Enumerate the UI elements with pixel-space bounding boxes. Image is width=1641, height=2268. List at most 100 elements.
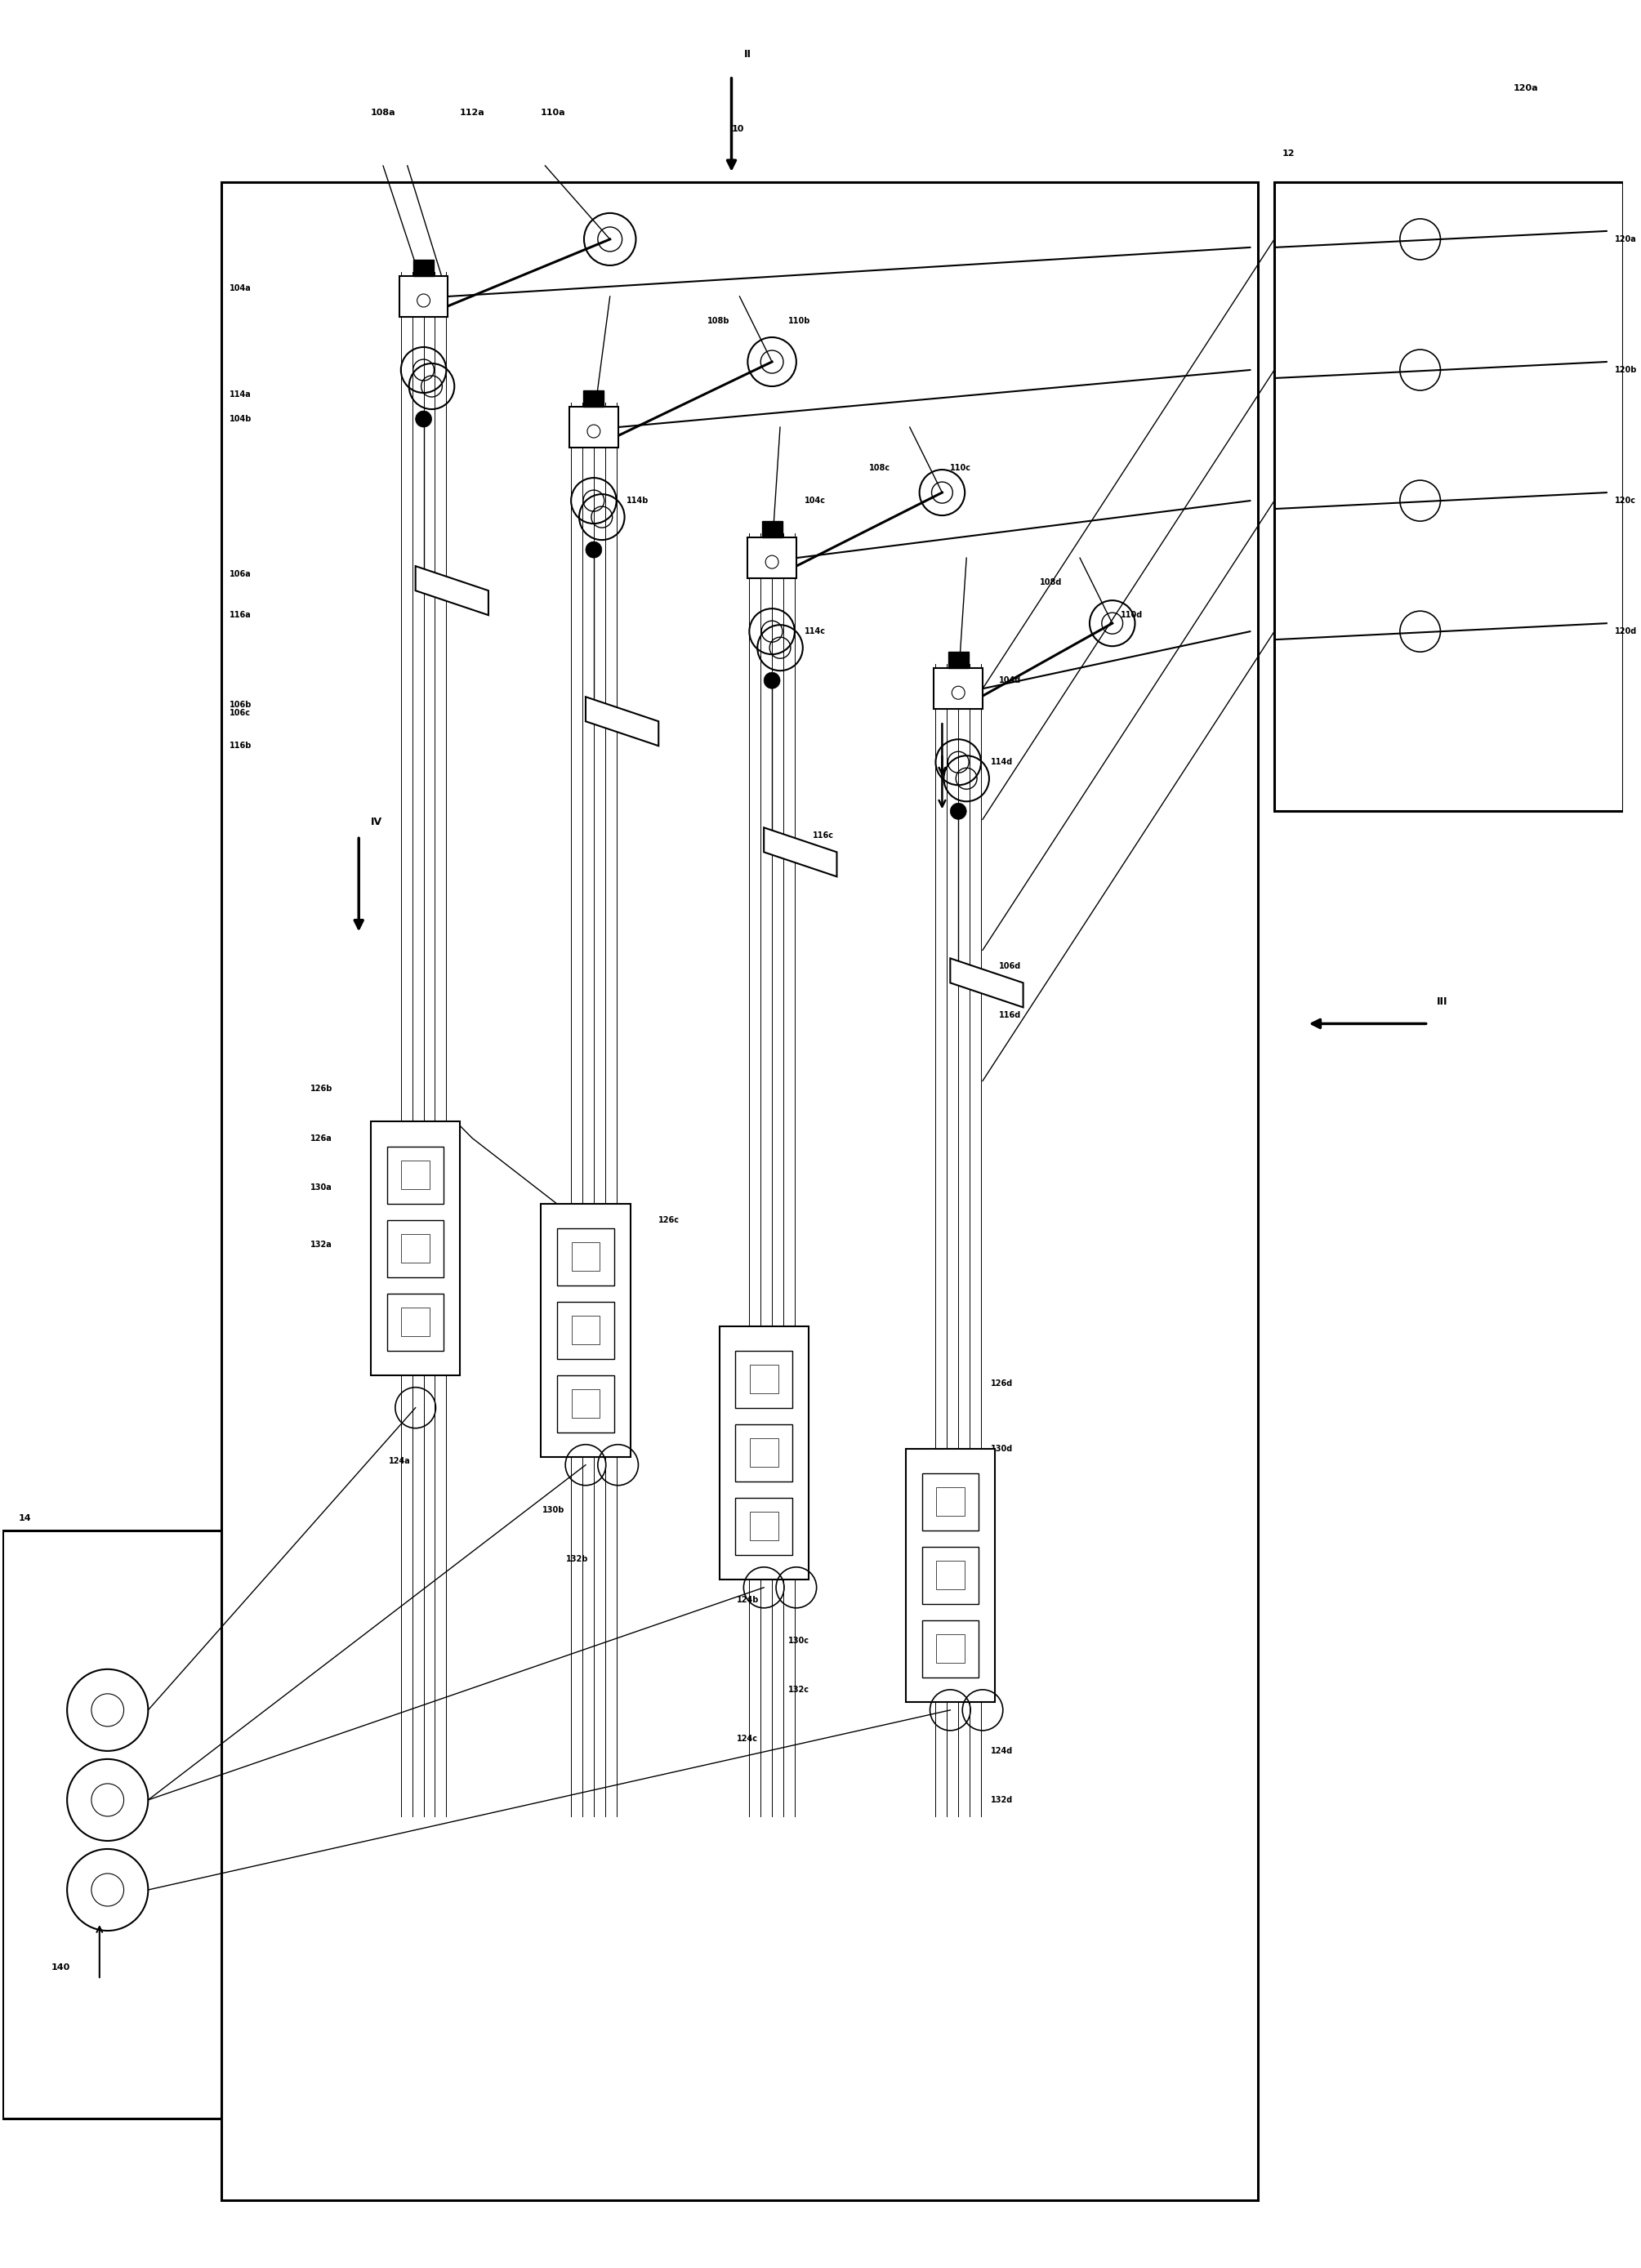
Text: 130c: 130c — [788, 1637, 809, 1644]
Text: 120b: 120b — [1615, 365, 1638, 374]
Text: 114c: 114c — [804, 628, 825, 635]
Polygon shape — [763, 828, 837, 878]
Bar — [922, 1619, 978, 1678]
Text: 120d: 120d — [1615, 628, 1636, 635]
Bar — [719, 1327, 809, 1579]
Text: II: II — [743, 50, 752, 59]
Text: 106d: 106d — [999, 962, 1021, 971]
Text: 116b: 116b — [230, 742, 251, 751]
Text: 110d: 110d — [1121, 610, 1142, 619]
Circle shape — [950, 803, 967, 819]
Text: 126d: 126d — [991, 1379, 1012, 1388]
Bar — [387, 1293, 443, 1349]
Text: 124a: 124a — [389, 1456, 410, 1465]
Bar — [399, 277, 448, 318]
Bar — [935, 1560, 965, 1590]
Circle shape — [763, 671, 779, 689]
Text: 108b: 108b — [707, 318, 730, 324]
Bar — [735, 1497, 793, 1556]
Polygon shape — [415, 567, 489, 615]
Bar — [2, 1531, 222, 2118]
Circle shape — [586, 542, 602, 558]
Bar — [922, 1474, 978, 1531]
Text: 124d: 124d — [991, 1746, 1012, 1755]
Text: 120a: 120a — [1615, 236, 1636, 243]
Text: 116d: 116d — [999, 1012, 1021, 1021]
Text: 124b: 124b — [737, 1597, 758, 1603]
Bar — [571, 1315, 601, 1345]
Bar — [402, 1309, 430, 1336]
Bar — [571, 1390, 601, 1418]
Bar — [558, 1374, 614, 1433]
Bar — [922, 1547, 978, 1603]
Bar — [387, 1220, 443, 1277]
Text: 108c: 108c — [870, 465, 891, 472]
Text: 130d: 130d — [991, 1445, 1012, 1454]
Text: IV: IV — [371, 816, 382, 828]
Bar — [584, 390, 604, 406]
Circle shape — [415, 411, 432, 426]
Text: III: III — [1436, 996, 1447, 1007]
Bar — [414, 259, 433, 277]
Text: 130a: 130a — [310, 1184, 331, 1191]
Polygon shape — [950, 959, 1022, 1007]
Text: 132c: 132c — [788, 1685, 809, 1694]
Text: 104b: 104b — [230, 415, 251, 424]
Bar — [906, 1449, 994, 1701]
Text: 12: 12 — [1282, 150, 1295, 156]
Text: 116c: 116c — [812, 832, 834, 839]
Text: 106c: 106c — [230, 710, 251, 717]
Bar — [735, 1424, 793, 1481]
Bar — [934, 669, 983, 710]
Text: 126b: 126b — [310, 1084, 333, 1093]
Text: 112a: 112a — [459, 109, 484, 116]
Text: 132d: 132d — [991, 1796, 1012, 1803]
Bar — [558, 1302, 614, 1359]
Bar — [222, 181, 1259, 2200]
Bar — [935, 1635, 965, 1662]
Bar — [1275, 181, 1623, 812]
Text: 114a: 114a — [230, 390, 251, 399]
Text: 106b: 106b — [230, 701, 251, 710]
Text: 124c: 124c — [737, 1735, 758, 1742]
Bar — [761, 522, 783, 538]
Text: 108d: 108d — [1039, 578, 1062, 587]
Text: 130b: 130b — [542, 1506, 565, 1515]
Text: 132b: 132b — [566, 1556, 589, 1563]
Text: 126c: 126c — [658, 1216, 679, 1225]
Text: 132a: 132a — [310, 1241, 331, 1247]
Text: 116a: 116a — [230, 610, 251, 619]
Bar — [750, 1365, 778, 1393]
Text: 104a: 104a — [230, 284, 251, 293]
Bar — [748, 538, 796, 578]
Text: 114d: 114d — [991, 758, 1012, 767]
Text: 14: 14 — [18, 1515, 31, 1522]
Bar — [402, 1234, 430, 1263]
Bar — [750, 1513, 778, 1540]
Text: 106a: 106a — [230, 569, 251, 578]
Bar — [948, 651, 968, 669]
Text: 114b: 114b — [627, 497, 648, 506]
Text: 140: 140 — [51, 1964, 71, 1971]
Bar — [558, 1227, 614, 1286]
Bar — [750, 1438, 778, 1467]
Text: 110c: 110c — [950, 465, 971, 472]
Bar — [735, 1349, 793, 1408]
Text: 108a: 108a — [371, 109, 395, 116]
Bar — [935, 1488, 965, 1515]
Text: 10: 10 — [732, 125, 743, 134]
Text: 120a: 120a — [1513, 84, 1538, 93]
Bar — [371, 1123, 459, 1374]
Text: 110a: 110a — [542, 109, 566, 116]
Text: 104c: 104c — [804, 497, 825, 506]
Bar — [571, 1243, 601, 1270]
Text: 120c: 120c — [1615, 497, 1636, 506]
Polygon shape — [586, 696, 658, 746]
Text: 104d: 104d — [999, 676, 1021, 685]
Bar — [542, 1204, 630, 1456]
Bar — [569, 406, 619, 447]
Bar — [402, 1161, 430, 1188]
Text: 110b: 110b — [788, 318, 811, 324]
Bar — [387, 1145, 443, 1204]
Text: 126a: 126a — [310, 1134, 331, 1143]
